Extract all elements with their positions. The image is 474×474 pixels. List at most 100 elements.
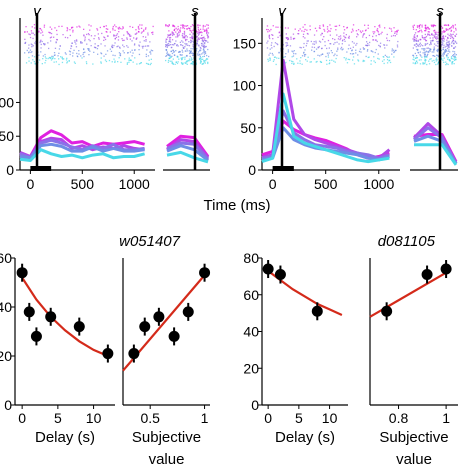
- raster-spike: [443, 44, 445, 46]
- raster-spike: [372, 51, 374, 53]
- raster-spike: [337, 47, 339, 49]
- raster-spike: [367, 49, 369, 51]
- raster-spike: [167, 61, 169, 63]
- raster-spike: [445, 45, 447, 47]
- raster-spike: [138, 44, 140, 46]
- raster-spike: [425, 30, 427, 32]
- raster-spike: [414, 62, 417, 64]
- raster-spike: [105, 25, 107, 27]
- raster-spike: [146, 45, 149, 47]
- raster-spike: [425, 43, 427, 45]
- raster-spike: [325, 59, 328, 62]
- raster-spike: [173, 54, 176, 56]
- raster-spike: [186, 38, 188, 41]
- raster-spike: [38, 59, 41, 61]
- raster-spike: [202, 41, 204, 43]
- raster-spike: [63, 58, 65, 60]
- raster-spike: [129, 38, 131, 40]
- raster-spike: [86, 62, 88, 65]
- raster-spike: [182, 56, 184, 59]
- raster-spike: [433, 36, 436, 38]
- raster-spike: [297, 33, 299, 35]
- raster-spike: [96, 48, 99, 50]
- raster-spike: [111, 44, 113, 46]
- raster-spike: [329, 30, 331, 32]
- raster-spike: [171, 32, 173, 34]
- raster-spike: [386, 59, 389, 61]
- raster-spike: [391, 30, 393, 32]
- raster-spike: [28, 60, 30, 62]
- raster-spike: [291, 50, 293, 52]
- raster-spike: [24, 42, 26, 44]
- raster-spike: [432, 55, 434, 57]
- raster-spike: [180, 27, 182, 29]
- raster-spike: [172, 62, 174, 65]
- raster-spike: [66, 62, 68, 64]
- raster-spike: [452, 37, 455, 40]
- raster-spike: [111, 45, 113, 48]
- raster-spike: [448, 40, 450, 42]
- raster-spike: [277, 43, 279, 46]
- raster-spike: [453, 43, 455, 45]
- raster-spike: [424, 63, 426, 65]
- raster-spike: [133, 44, 136, 46]
- raster-spike: [198, 33, 200, 35]
- raster-spike: [147, 63, 149, 65]
- raster-spike: [332, 38, 334, 40]
- raster-spike: [379, 26, 381, 28]
- raster-spike: [352, 24, 355, 26]
- raster-spike: [165, 44, 167, 46]
- raster-spike: [430, 40, 432, 42]
- data-point: [182, 306, 194, 318]
- raster-spike: [416, 62, 419, 64]
- raster-spike: [417, 52, 420, 54]
- raster-spike: [40, 29, 43, 31]
- raster-spike: [28, 56, 30, 59]
- raster-spike: [103, 55, 105, 57]
- raster-spike: [121, 38, 123, 40]
- raster-spike: [440, 49, 442, 52]
- raster-spike: [80, 41, 82, 43]
- raster-spike: [184, 46, 186, 48]
- raster-spike: [174, 63, 176, 65]
- raster-spike: [197, 24, 199, 26]
- raster-spike: [172, 49, 174, 51]
- event-label-v: v: [278, 3, 287, 20]
- raster-spike: [268, 35, 270, 37]
- raster-spike: [115, 26, 117, 28]
- raster-spike: [31, 46, 33, 48]
- raster-spike: [197, 25, 199, 27]
- raster-spike: [104, 59, 107, 61]
- raster-spike: [126, 32, 129, 34]
- raster-spike: [34, 63, 36, 65]
- raster-spike: [202, 24, 204, 27]
- raster-spike: [49, 26, 51, 28]
- raster-spike: [72, 29, 74, 31]
- raster-spike: [386, 37, 388, 39]
- raster-spike: [448, 59, 451, 61]
- raster-spike: [303, 30, 305, 33]
- raster-spike: [437, 31, 439, 34]
- raster-spike: [199, 31, 201, 34]
- raster-spike: [267, 58, 269, 60]
- raster-spike: [424, 33, 426, 36]
- raster-spike: [433, 51, 435, 53]
- raster-spike: [454, 53, 456, 55]
- x-tick-label: 0: [264, 410, 272, 426]
- raster-spike: [132, 61, 134, 63]
- raster-spike: [343, 29, 346, 31]
- raster-spike: [192, 62, 194, 64]
- raster-spike: [322, 53, 324, 55]
- raster-spike: [200, 61, 202, 63]
- raster-spike: [278, 57, 280, 59]
- raster-spike: [453, 31, 455, 33]
- raster-spike: [40, 43, 42, 46]
- raster-spike: [109, 48, 111, 50]
- raster-spike: [69, 29, 71, 31]
- raster-spike: [362, 30, 364, 32]
- raster-spike: [202, 45, 204, 47]
- raster-spike: [452, 61, 454, 63]
- raster-spike: [173, 33, 175, 36]
- raster-spike: [207, 34, 209, 36]
